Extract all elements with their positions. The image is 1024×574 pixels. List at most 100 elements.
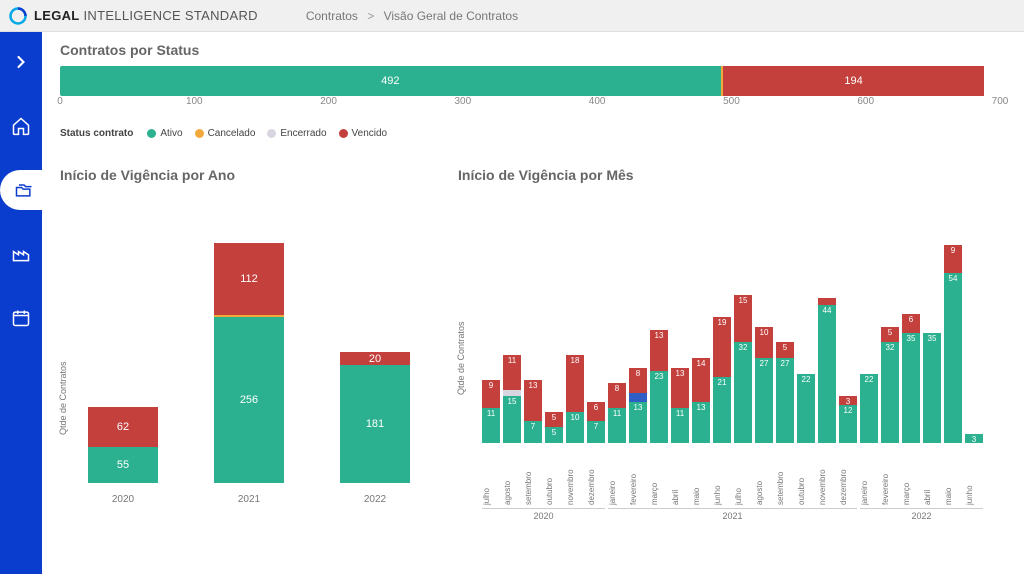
legend-item[interactable]: Ativo xyxy=(147,128,182,139)
bar-segment[interactable]: 6 xyxy=(587,402,605,421)
year-bar[interactable]: 5562 xyxy=(88,407,158,483)
month-bar[interactable]: 138 xyxy=(629,368,647,443)
bar-segment[interactable]: 15 xyxy=(734,295,752,342)
year-x-label: 2020 xyxy=(88,494,158,505)
bar-segment[interactable]: 13 xyxy=(524,380,542,421)
yearly-chart[interactable]: Qtde de Contratos 556225611218120 202020… xyxy=(60,205,440,505)
bar-segment[interactable]: 11 xyxy=(608,408,626,443)
bar-segment[interactable]: 14 xyxy=(692,358,710,402)
bar-segment[interactable]: 23 xyxy=(650,371,668,443)
bar-segment[interactable]: 54 xyxy=(944,273,962,443)
bar-segment[interactable]: 3 xyxy=(839,396,857,405)
year-bar[interactable]: 256112 xyxy=(214,243,284,483)
month-bar[interactable]: 123 xyxy=(839,396,857,443)
bar-segment[interactable]: 112 xyxy=(214,243,284,316)
month-bar[interactable]: 325 xyxy=(881,327,899,443)
bar-segment[interactable]: 35 xyxy=(923,333,941,443)
bar-segment[interactable]: 21 xyxy=(713,377,731,443)
bar-segment[interactable]: 13 xyxy=(629,402,647,443)
month-bar[interactable]: 22 xyxy=(797,374,815,443)
bar-segment[interactable]: 15 xyxy=(503,396,521,443)
axis-tick: 300 xyxy=(455,96,472,107)
bar-segment[interactable]: 181 xyxy=(340,365,410,483)
bar-segment[interactable]: 32 xyxy=(734,342,752,443)
month-bar[interactable]: 1018 xyxy=(566,355,584,443)
bar-segment[interactable]: 5 xyxy=(545,427,563,443)
bar-segment[interactable]: 13 xyxy=(650,330,668,371)
bar-segment[interactable]: 62 xyxy=(88,407,158,447)
month-bar[interactable]: 2119 xyxy=(713,317,731,443)
bar-segment[interactable]: 7 xyxy=(524,421,542,443)
bar-segment[interactable]: 13 xyxy=(692,402,710,443)
month-bar[interactable]: 356 xyxy=(902,314,920,443)
legend-item[interactable]: Vencido xyxy=(339,128,388,139)
yearly-title: Início de Vigência por Ano xyxy=(60,167,440,183)
month-bar[interactable]: 44 xyxy=(818,298,836,443)
bar-segment[interactable]: 20 xyxy=(340,352,410,365)
bar-segment[interactable]: 3 xyxy=(965,434,983,443)
month-x-label: outubro xyxy=(797,447,815,505)
bar-segment[interactable]: 11 xyxy=(671,408,689,443)
bar-segment[interactable]: 9 xyxy=(944,245,962,273)
bar-segment[interactable]: 10 xyxy=(566,412,584,443)
bar-segment[interactable]: 256 xyxy=(214,317,284,483)
bar-segment[interactable]: 8 xyxy=(629,368,647,393)
bar-segment[interactable]: 6 xyxy=(902,314,920,333)
bar-segment[interactable]: 44 xyxy=(818,305,836,443)
bar-segment[interactable]: 12 xyxy=(839,405,857,443)
bar-segment[interactable]: 27 xyxy=(755,358,773,443)
bar-segment[interactable]: 18 xyxy=(566,355,584,412)
bar-segment[interactable]: 5 xyxy=(776,342,794,358)
crumb-root[interactable]: Contratos xyxy=(306,9,358,23)
bar-segment[interactable]: 7 xyxy=(587,421,605,443)
month-bar[interactable]: 549 xyxy=(944,245,962,443)
legend-item[interactable]: Encerrado xyxy=(267,128,326,139)
month-x-label: junho xyxy=(965,447,983,505)
bar-segment[interactable]: 5 xyxy=(545,412,563,428)
month-bar[interactable]: 275 xyxy=(776,342,794,443)
month-bar[interactable]: 2710 xyxy=(755,327,773,443)
bar-segment[interactable]: 22 xyxy=(860,374,878,443)
month-bar[interactable]: 1511 xyxy=(503,355,521,443)
month-bar[interactable]: 713 xyxy=(524,380,542,443)
legend-dot-icon xyxy=(339,129,348,138)
bar-segment[interactable]: 5 xyxy=(881,327,899,343)
bar-segment[interactable]: 19 xyxy=(713,317,731,377)
bar-segment[interactable]: 10 xyxy=(755,327,773,358)
month-bar[interactable]: 55 xyxy=(545,412,563,443)
month-bar[interactable]: 3 xyxy=(965,434,983,443)
month-bar[interactable]: 22 xyxy=(860,374,878,443)
month-bar[interactable]: 1113 xyxy=(671,368,689,443)
bar-segment[interactable]: 11 xyxy=(482,408,500,443)
month-bar[interactable]: 2313 xyxy=(650,330,668,443)
status-segment[interactable]: 492 xyxy=(60,66,721,96)
month-bar[interactable]: 1314 xyxy=(692,358,710,443)
month-bar[interactable]: 3215 xyxy=(734,295,752,443)
bar-segment[interactable]: 8 xyxy=(608,383,626,408)
month-bar[interactable]: 118 xyxy=(608,383,626,443)
month-x-label: setembro xyxy=(524,447,542,505)
bar-segment[interactable] xyxy=(629,393,647,402)
legend-item[interactable]: Cancelado xyxy=(195,128,256,139)
sidebar-item-contracts[interactable] xyxy=(0,170,48,210)
month-bar[interactable]: 35 xyxy=(923,333,941,443)
sidebar-item-industry[interactable] xyxy=(0,234,42,274)
bar-segment[interactable]: 35 xyxy=(902,333,920,443)
bar-segment[interactable]: 9 xyxy=(482,380,500,408)
bar-segment[interactable]: 55 xyxy=(88,447,158,483)
monthly-chart[interactable]: Qtde de Contratos 1191511713551018761181… xyxy=(458,205,998,505)
bar-segment[interactable]: 22 xyxy=(797,374,815,443)
sidebar-item-collapse[interactable] xyxy=(0,42,42,82)
sidebar-item-home[interactable] xyxy=(0,106,42,146)
status-segment[interactable]: 194 xyxy=(723,66,984,96)
month-bar[interactable]: 76 xyxy=(587,402,605,443)
month-x-label: outubro xyxy=(545,447,563,505)
month-bar[interactable]: 119 xyxy=(482,380,500,443)
bar-segment[interactable]: 27 xyxy=(776,358,794,443)
status-bar-chart[interactable]: 492194 xyxy=(60,66,1000,96)
bar-segment[interactable]: 11 xyxy=(503,355,521,390)
year-bar[interactable]: 18120 xyxy=(340,352,410,483)
bar-segment[interactable]: 32 xyxy=(881,342,899,443)
bar-segment[interactable]: 13 xyxy=(671,368,689,409)
sidebar-item-calendar[interactable] xyxy=(0,298,42,338)
